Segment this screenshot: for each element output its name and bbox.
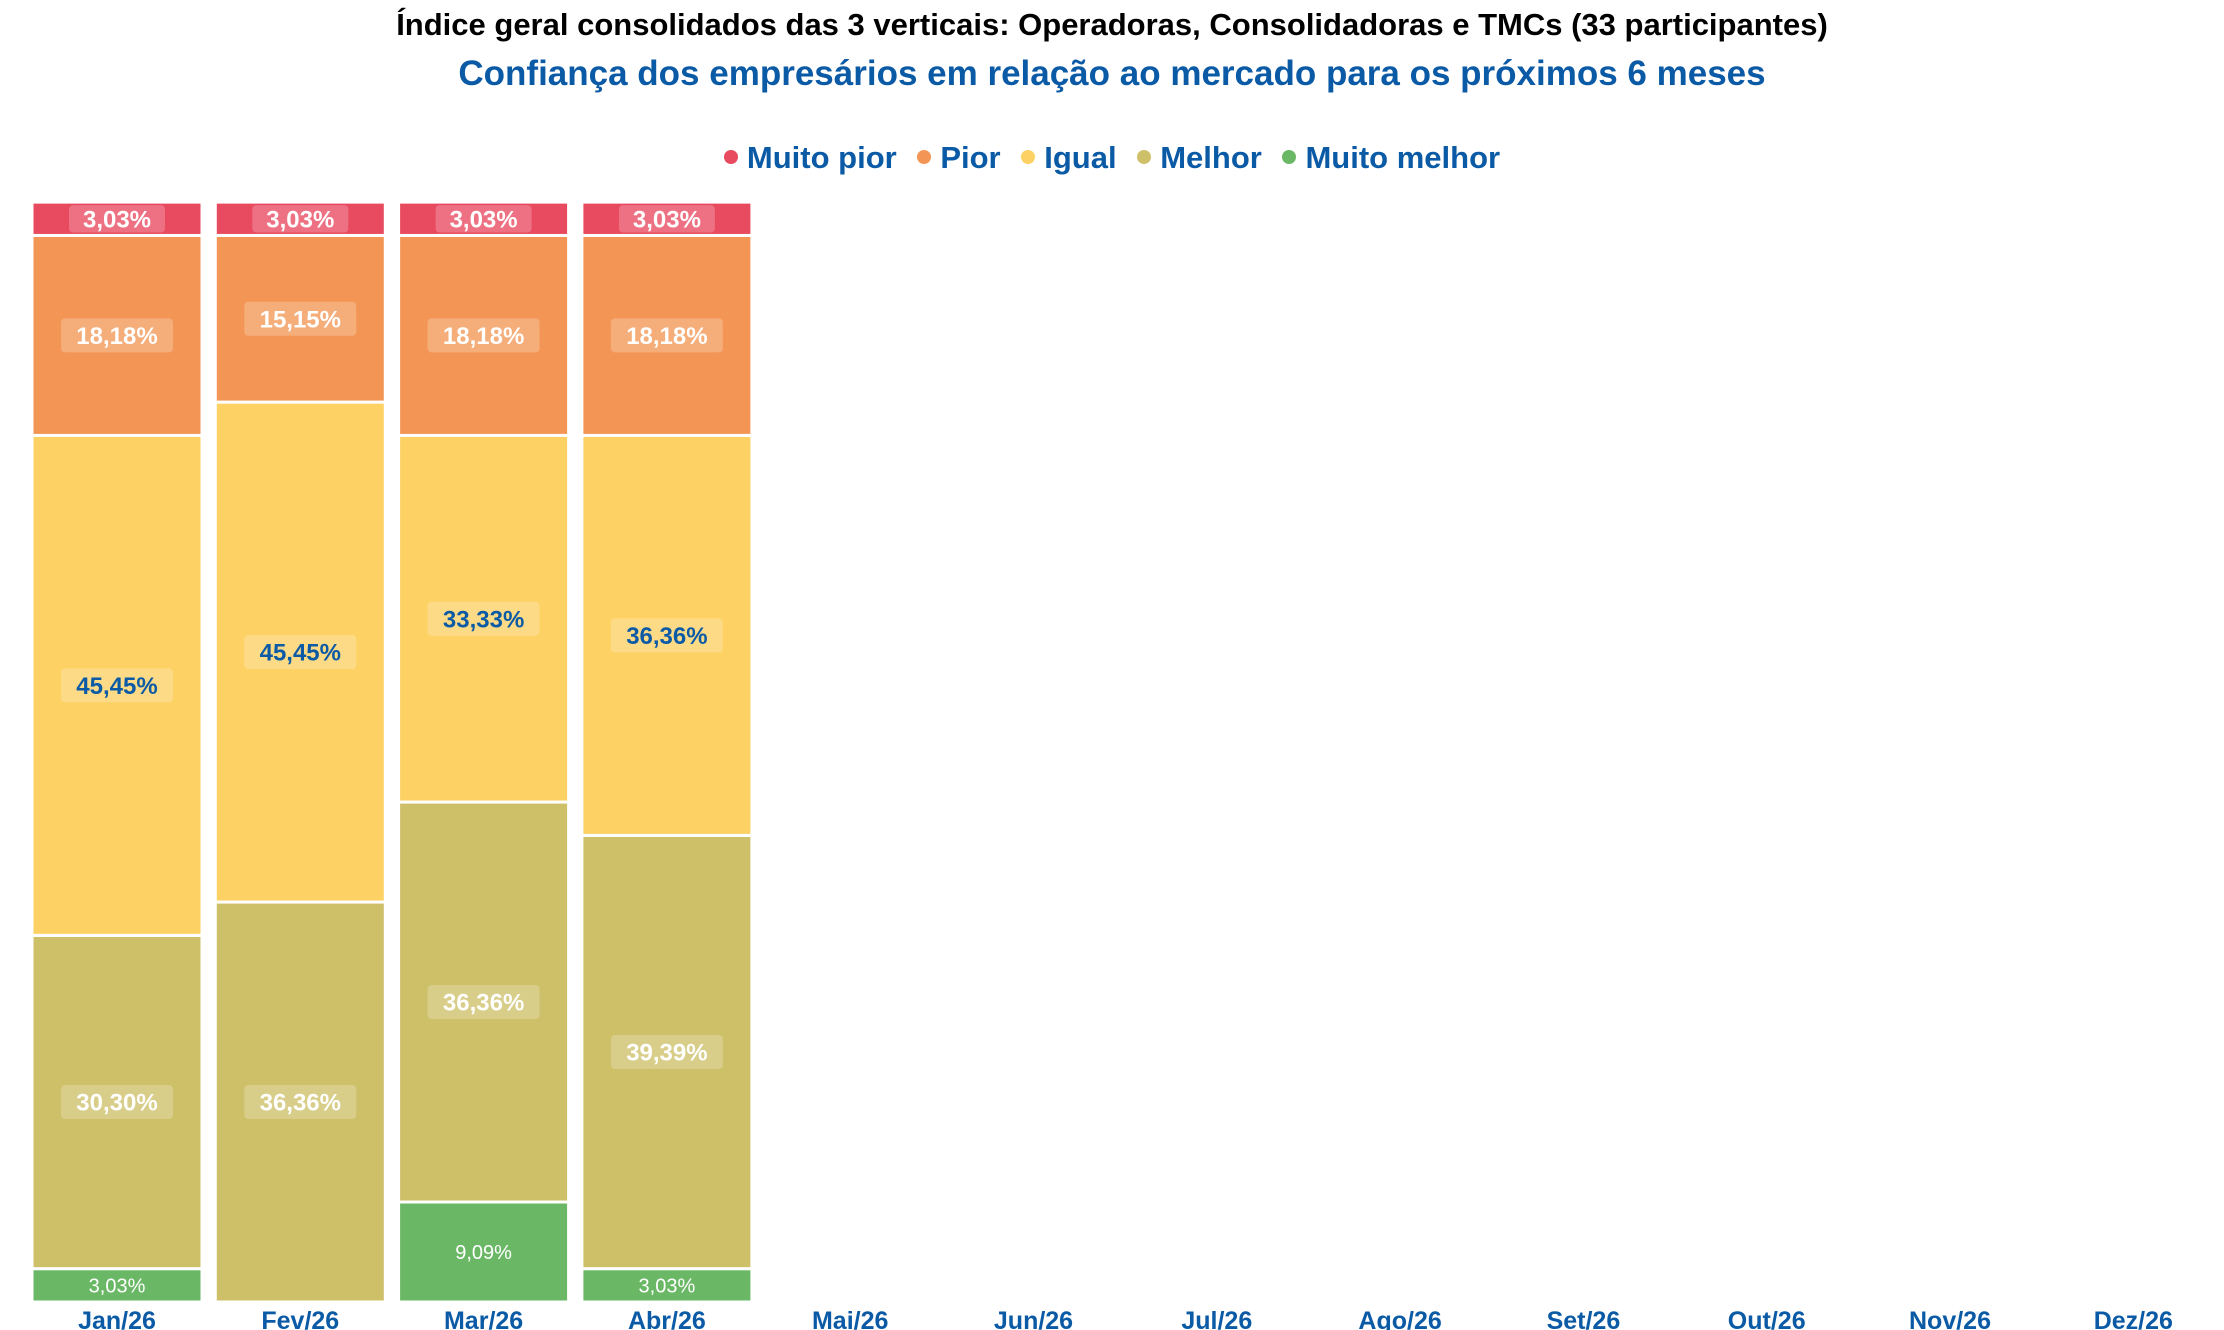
chart-subtitle: Confiança dos empresários em relação ao … [458, 54, 1766, 93]
x-tick-label-ago-26: Ago/26 [1358, 1307, 1441, 1330]
x-tick-label-jan-26: Jan/26 [78, 1307, 156, 1330]
legend-item-melhor[interactable]: Melhor [1137, 138, 1262, 178]
data-label-melhor-abr-26: 39,39% [626, 1040, 707, 1067]
legend-marker-muito-pior [723, 150, 738, 164]
legend-marker-igual [1021, 150, 1036, 164]
bar-segment-melhor-mar-26[interactable] [397, 800, 571, 1204]
bar-segment-muito-melhor-jan-26[interactable] [30, 1267, 204, 1304]
data-label-box-igual-jan-26 [61, 668, 173, 703]
data-label-muito-melhor-jan-26: 3,03% [89, 1276, 146, 1298]
bar-segment-muito-pior-mar-26[interactable] [397, 200, 571, 237]
data-label-box-muito-pior-jan-26 [69, 205, 165, 233]
data-label-box-igual-abr-26 [610, 618, 723, 653]
data-label-muito-pior-fev-26: 3,03% [266, 206, 334, 233]
data-label-pior-fev-26: 15,15% [260, 306, 341, 333]
legend-item-muito-pior[interactable]: Muito pior [723, 138, 897, 178]
bar-segment-melhor-abr-26[interactable] [580, 833, 754, 1271]
data-label-pior-jan-26: 18,18% [76, 323, 157, 350]
bar-segment-muito-melhor-abr-26[interactable] [580, 1267, 754, 1304]
bar-segment-igual-jan-26[interactable] [30, 433, 204, 937]
x-tick-label-jul-26: Jul/26 [1181, 1307, 1252, 1330]
x-tick-label-mai-26: Mai/26 [812, 1307, 888, 1330]
x-tick-label-mar-26: Mar/26 [444, 1307, 523, 1330]
bar-segment-pior-mar-26[interactable] [397, 233, 571, 437]
data-label-melhor-jan-26: 30,30% [76, 1090, 157, 1117]
legend-label-muito-melhor: Muito melhor [1305, 140, 1501, 175]
data-label-igual-mar-26: 33,33% [443, 606, 524, 633]
data-label-box-melhor-abr-26 [610, 1035, 723, 1070]
legend-marker-pior [917, 150, 932, 164]
bar-segment-muito-pior-fev-26[interactable] [213, 200, 387, 237]
data-label-muito-pior-abr-26: 3,03% [633, 206, 701, 233]
data-label-box-pior-mar-26 [427, 318, 540, 353]
data-label-box-melhor-jan-26 [61, 1085, 173, 1120]
x-tick-label-jun-26: Jun/26 [994, 1307, 1073, 1330]
legend-item-igual[interactable]: Igual [1021, 138, 1117, 178]
chart-legend: Muito pior Pior Igual Melhor Muito melho… [0, 138, 2224, 178]
data-label-melhor-mar-26: 36,36% [443, 990, 524, 1017]
bar-segment-melhor-fev-26[interactable] [213, 900, 387, 1304]
data-label-box-pior-abr-26 [610, 318, 723, 353]
data-label-muito-pior-jan-26: 3,03% [83, 206, 151, 233]
data-label-box-muito-pior-mar-26 [435, 205, 532, 233]
legend-marker-muito-melhor [1282, 150, 1297, 164]
bar-segment-muito-pior-abr-26[interactable] [580, 200, 754, 237]
data-label-box-igual-fev-26 [244, 635, 357, 670]
data-label-box-muito-pior-fev-26 [252, 205, 349, 233]
bar-segment-igual-mar-26[interactable] [397, 433, 571, 804]
bar-segment-muito-pior-jan-26[interactable] [30, 200, 204, 237]
data-label-box-pior-fev-26 [244, 301, 357, 336]
data-label-box-muito-pior-abr-26 [618, 205, 715, 233]
x-tick-label-out-26: Out/26 [1728, 1307, 1806, 1330]
bar-segment-pior-jan-26[interactable] [30, 233, 204, 437]
legend-label-muito-pior: Muito pior [746, 140, 897, 175]
legend-label-pior: Pior [940, 140, 1001, 175]
x-tick-label-set-26: Set/26 [1547, 1307, 1621, 1330]
bar-segment-igual-fev-26[interactable] [213, 400, 387, 904]
bar-segment-muito-melhor-mar-26[interactable] [397, 1200, 571, 1304]
bar-segment-igual-abr-26[interactable] [580, 433, 754, 837]
chart-title: Índice geral consolidados das 3 verticai… [396, 7, 1828, 42]
x-tick-label-fev-26: Fev/26 [261, 1307, 339, 1330]
data-label-pior-abr-26: 18,18% [626, 323, 707, 350]
data-label-muito-melhor-mar-26: 9,09% [455, 1242, 512, 1264]
x-tick-label-abr-26: Abr/26 [628, 1307, 706, 1330]
data-label-igual-fev-26: 45,45% [260, 640, 341, 667]
data-label-muito-pior-mar-26: 3,03% [450, 206, 518, 233]
data-label-pior-mar-26: 18,18% [443, 323, 524, 350]
data-label-igual-abr-26: 36,36% [626, 623, 707, 650]
bar-segment-melhor-jan-26[interactable] [30, 933, 204, 1271]
data-label-box-pior-jan-26 [61, 318, 173, 353]
data-label-box-melhor-fev-26 [244, 1085, 357, 1120]
data-label-box-igual-mar-26 [427, 601, 540, 636]
data-label-melhor-fev-26: 36,36% [260, 1090, 341, 1117]
legend-item-pior[interactable]: Pior [917, 138, 1001, 178]
legend-marker-melhor [1137, 150, 1152, 164]
legend-label-melhor: Melhor [1160, 140, 1262, 175]
legend-item-muito-melhor[interactable]: Muito melhor [1282, 138, 1500, 178]
bar-segment-pior-abr-26[interactable] [580, 233, 754, 437]
data-label-muito-melhor-abr-26: 3,03% [639, 1276, 696, 1298]
data-label-igual-jan-26: 45,45% [76, 673, 157, 700]
x-tick-label-dez-26: Dez/26 [2094, 1307, 2173, 1330]
data-label-box-melhor-mar-26 [427, 985, 540, 1020]
legend-label-igual: Igual [1044, 140, 1117, 175]
bar-segment-pior-fev-26[interactable] [213, 233, 387, 404]
x-tick-label-nov-26: Nov/26 [1909, 1307, 1991, 1330]
